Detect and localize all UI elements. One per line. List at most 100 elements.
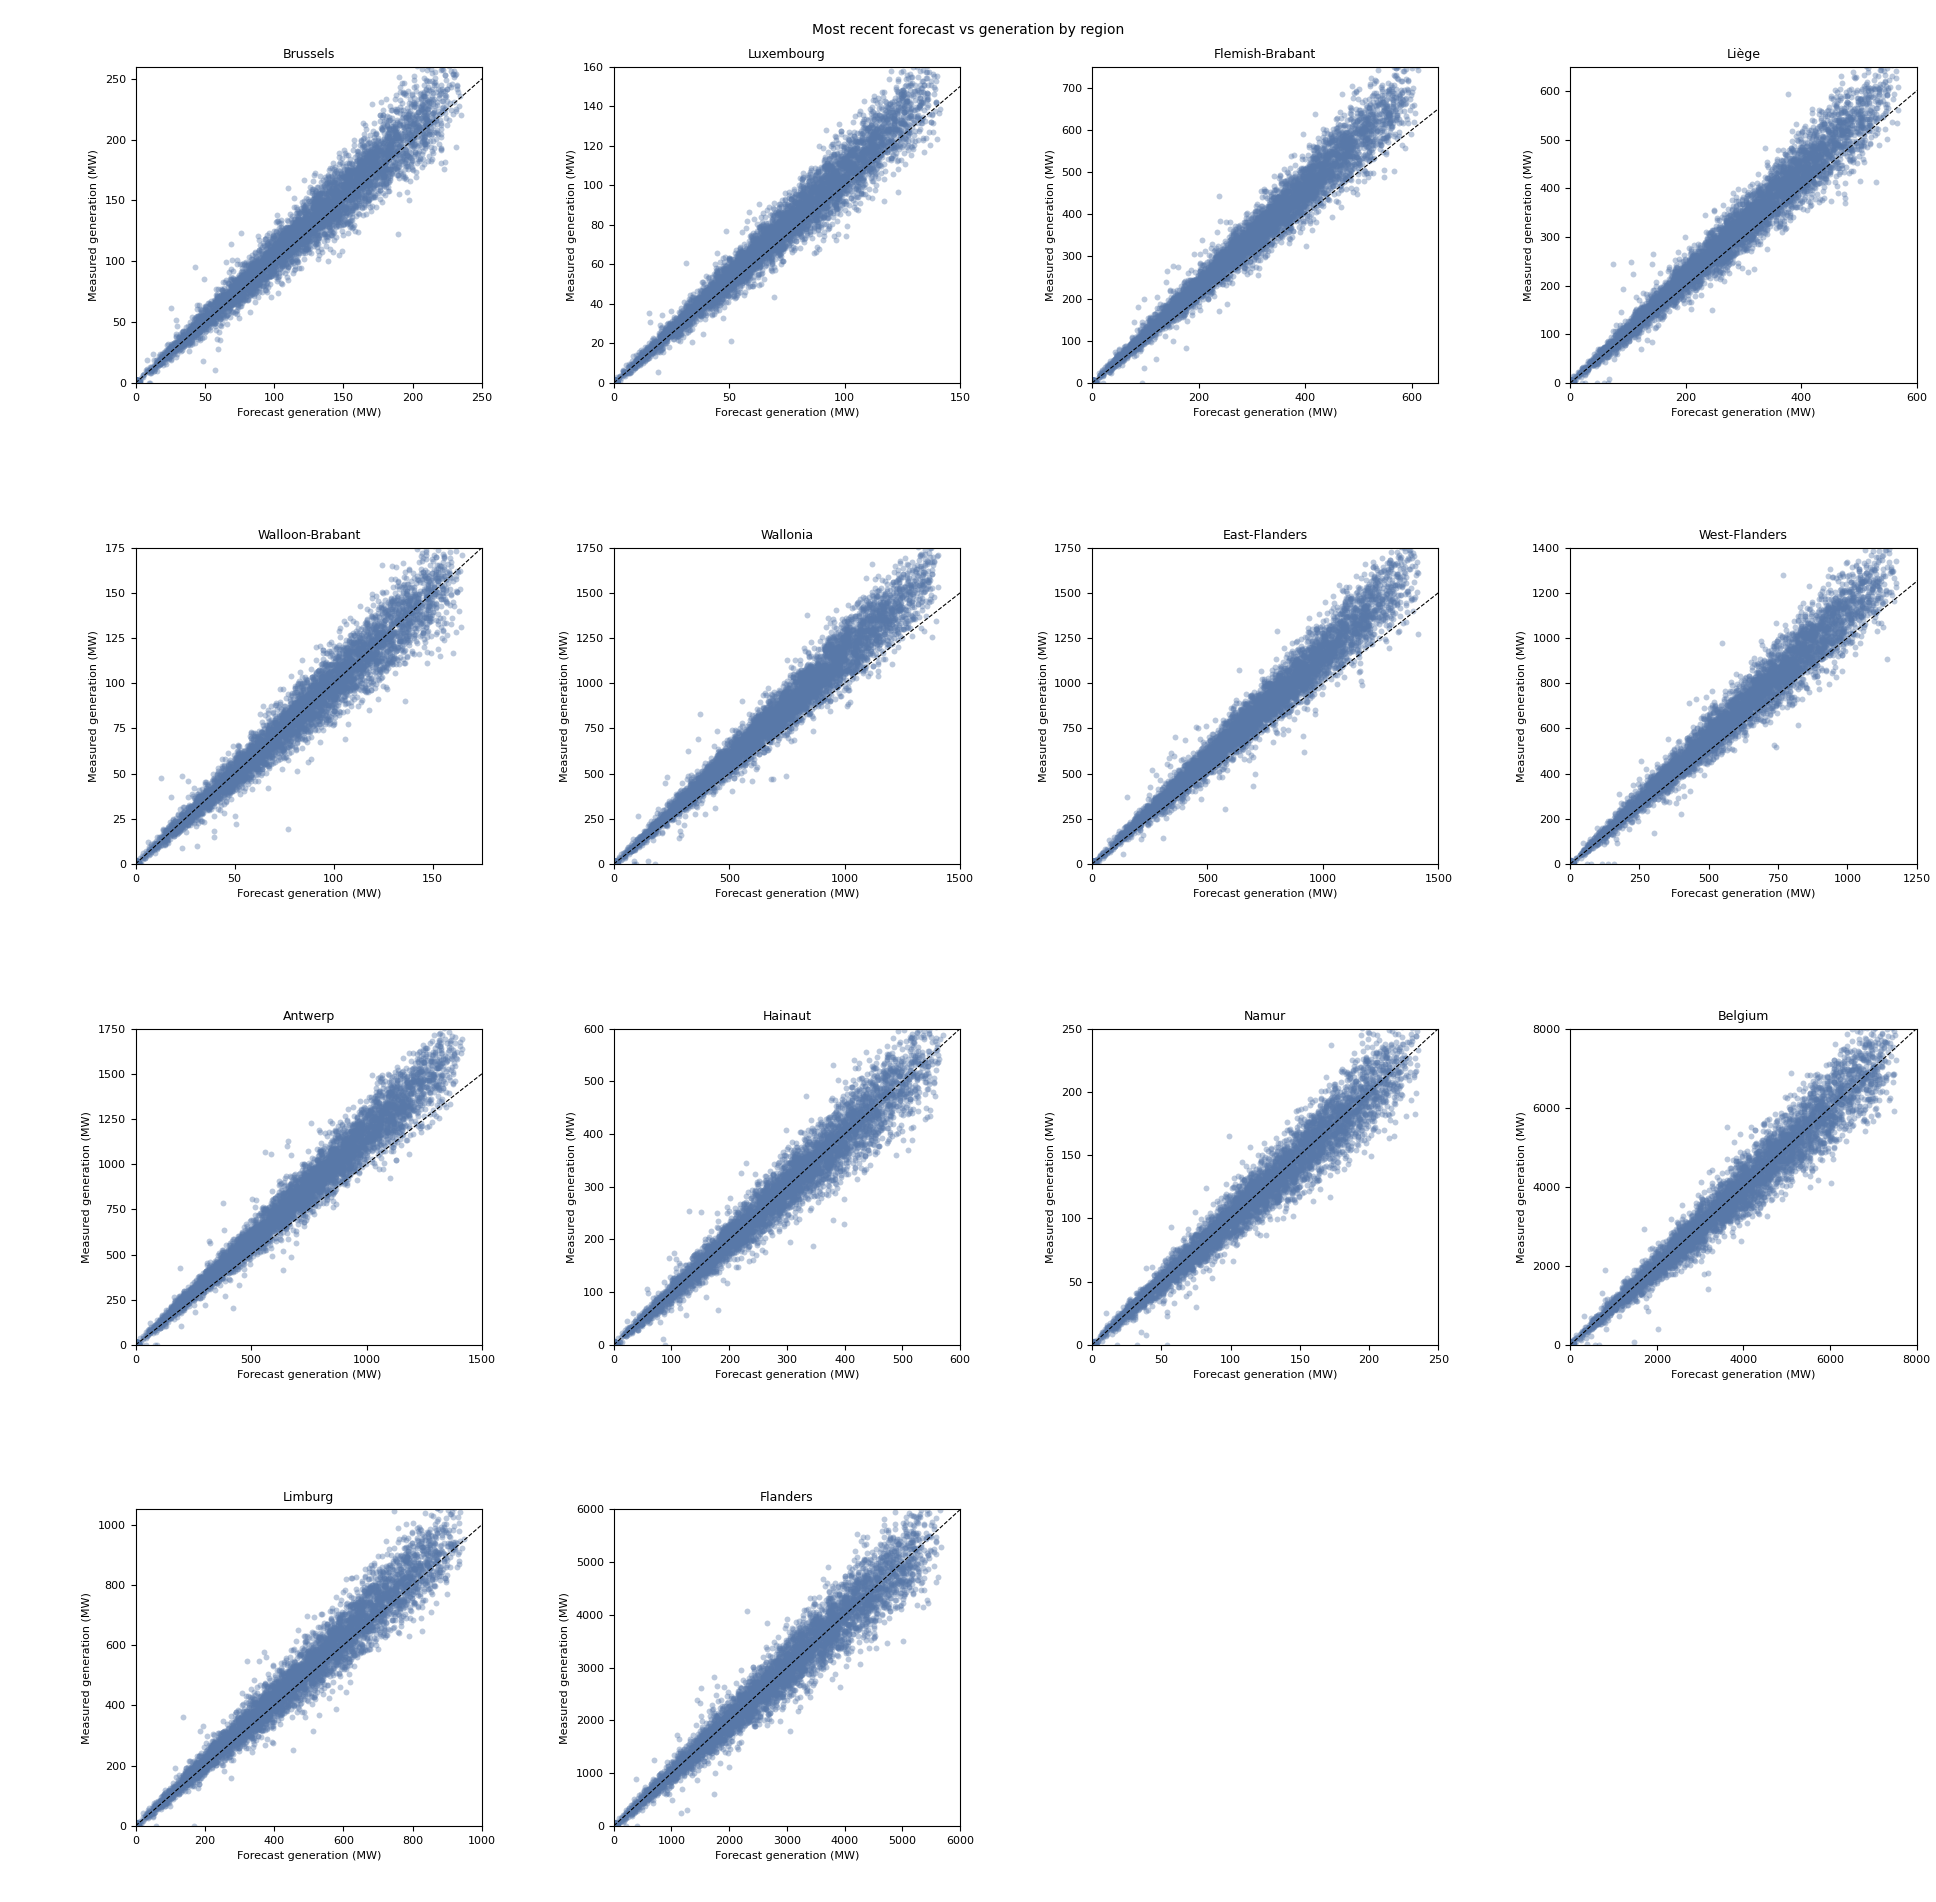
Point [1191, 1238, 1222, 1269]
Point [771, 704, 802, 734]
Point [600, 367, 631, 398]
Point [1646, 287, 1677, 318]
Point [1764, 148, 1795, 179]
Point [1349, 1097, 1380, 1128]
Point [122, 1811, 153, 1841]
Point [1076, 848, 1107, 879]
Point [1303, 124, 1334, 154]
Point [122, 1809, 153, 1839]
Point [1113, 1301, 1144, 1331]
Point [122, 1809, 153, 1839]
Point [252, 1672, 283, 1702]
Point [817, 129, 848, 160]
Point [598, 1329, 629, 1360]
Point [1657, 774, 1688, 805]
Point [802, 1128, 832, 1158]
Point [600, 367, 631, 398]
Point [122, 1811, 153, 1841]
Point [1206, 1198, 1237, 1229]
Point [298, 666, 329, 696]
Point [728, 723, 759, 753]
Point [1185, 747, 1216, 778]
Point [691, 1731, 722, 1761]
Point [740, 1200, 771, 1231]
Point [1262, 1179, 1293, 1210]
Point [1655, 1232, 1686, 1263]
Point [1282, 183, 1313, 213]
Point [1675, 1240, 1706, 1271]
Point [600, 1329, 631, 1360]
Point [598, 367, 629, 398]
Point [1555, 848, 1586, 879]
Point [1349, 592, 1380, 622]
Point [374, 1615, 405, 1645]
Point [120, 1811, 151, 1841]
Point [1557, 848, 1588, 879]
Point [792, 173, 823, 204]
Point [1555, 367, 1586, 398]
Point [1272, 681, 1303, 711]
Point [199, 302, 230, 333]
Point [1690, 259, 1721, 289]
Point [1799, 1096, 1830, 1126]
Point [600, 367, 631, 398]
Point [120, 367, 151, 398]
Point [598, 1811, 629, 1841]
Point [1557, 1328, 1588, 1358]
Point [1638, 281, 1669, 312]
Point [819, 1122, 850, 1153]
Point [813, 1611, 844, 1641]
Point [1640, 287, 1671, 318]
Point [347, 1615, 378, 1645]
Point [639, 1299, 670, 1329]
Point [1859, 1082, 1890, 1113]
Point [1557, 848, 1588, 879]
Point [637, 1290, 668, 1320]
Point [1555, 848, 1586, 879]
Point [711, 276, 741, 306]
Point [1797, 135, 1828, 165]
Point [1628, 304, 1659, 335]
Point [122, 367, 153, 398]
Point [600, 365, 631, 396]
Point [122, 848, 153, 879]
Point [122, 848, 153, 879]
Point [1636, 1250, 1667, 1280]
Point [1076, 846, 1107, 877]
Point [1557, 367, 1588, 398]
Point [687, 1719, 718, 1750]
Point [1243, 1172, 1274, 1202]
Point [1779, 154, 1810, 184]
Point [1295, 654, 1326, 685]
Point [1080, 1328, 1111, 1358]
Point [203, 295, 234, 325]
Point [1076, 848, 1107, 879]
Point [1076, 1328, 1107, 1358]
Point [170, 321, 201, 352]
Point [188, 310, 219, 340]
Point [395, 1073, 426, 1103]
Point [598, 848, 629, 879]
Point [724, 1704, 755, 1735]
Point [120, 1329, 151, 1360]
Point [122, 367, 153, 398]
Point [598, 848, 629, 879]
Point [1136, 316, 1167, 346]
Point [269, 696, 300, 727]
Point [600, 848, 631, 879]
Point [598, 1329, 629, 1360]
Point [1775, 181, 1806, 211]
Point [257, 1212, 288, 1242]
Point [598, 1809, 629, 1839]
Point [598, 848, 629, 879]
Point [751, 230, 782, 261]
Point [608, 839, 639, 869]
Point [1313, 162, 1344, 192]
Point [1076, 1329, 1107, 1360]
Point [269, 698, 300, 728]
Point [1078, 848, 1109, 879]
Point [883, 97, 914, 127]
Point [209, 1740, 240, 1771]
Point [1253, 1162, 1284, 1193]
Point [318, 194, 348, 224]
